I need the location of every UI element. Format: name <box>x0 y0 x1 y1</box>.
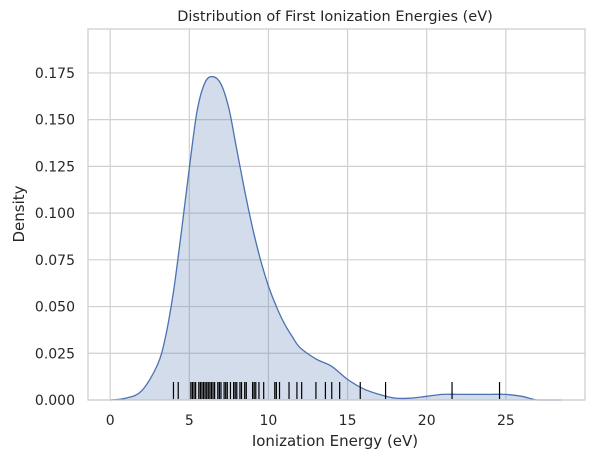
y-tick-label: 0.000 <box>35 393 75 409</box>
plot-frame <box>87 28 586 401</box>
plot-area <box>110 75 562 401</box>
x-tick-label: 15 <box>339 413 357 429</box>
x-axis-label: Ionization Energy (eV) <box>252 432 418 450</box>
chart-title: Distribution of First Ionization Energie… <box>177 9 493 25</box>
y-tick-label: 0.050 <box>35 300 75 316</box>
y-tick-label: 0.100 <box>35 206 75 222</box>
y-axis-label: Density <box>10 185 28 242</box>
x-tick-label: 25 <box>497 413 515 429</box>
x-tick-label: 20 <box>418 413 436 429</box>
grid-lines <box>88 29 585 401</box>
kde-fill-area <box>110 76 562 400</box>
y-axis-ticks: 0.000 0.025 0.050 0.075 0.100 0.125 0.150 0.175 <box>35 66 75 409</box>
y-tick-label: 0.150 <box>35 113 75 129</box>
x-tick-label: 10 <box>260 413 278 429</box>
y-tick-label: 0.075 <box>35 253 75 269</box>
y-tick-label: 0.175 <box>35 66 75 82</box>
x-tick-label: 5 <box>185 413 194 429</box>
x-axis-ticks: 0 5 10 15 20 25 <box>106 413 515 429</box>
kde-curve <box>110 75 562 401</box>
x-tick-label: 0 <box>106 413 115 429</box>
y-tick-label: 0.125 <box>35 159 75 175</box>
y-tick-label: 0.025 <box>35 346 75 362</box>
